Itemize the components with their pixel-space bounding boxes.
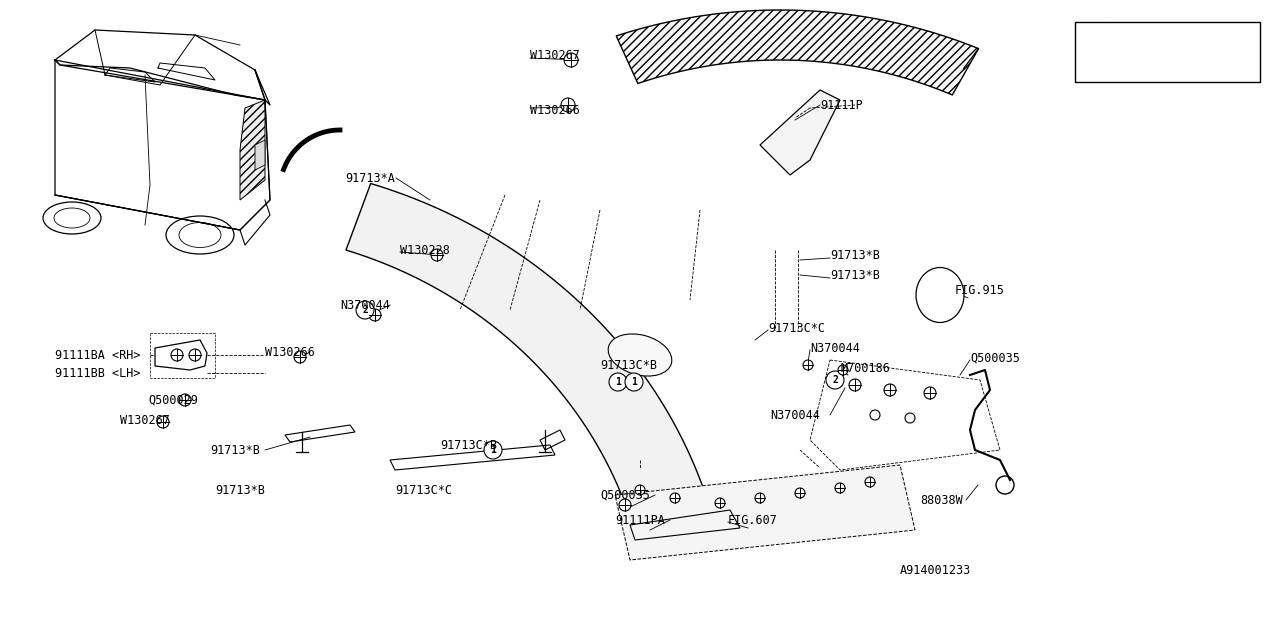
Polygon shape [346, 184, 718, 555]
Circle shape [561, 98, 575, 112]
Polygon shape [616, 10, 978, 95]
Text: 1: 1 [1087, 32, 1093, 42]
Circle shape [826, 371, 844, 389]
Circle shape [835, 483, 845, 493]
Text: 91713*A: 91713*A [346, 172, 394, 184]
Text: 91713*B: 91713*B [215, 483, 265, 497]
Text: W130266: W130266 [530, 104, 580, 116]
Polygon shape [760, 90, 840, 175]
Text: FIG.607: FIG.607 [728, 513, 778, 527]
Circle shape [803, 360, 813, 370]
Text: W130266: W130266 [265, 346, 315, 358]
Circle shape [849, 379, 861, 391]
Text: Q500029: Q500029 [148, 394, 198, 406]
Circle shape [716, 498, 724, 508]
Circle shape [635, 485, 645, 495]
Circle shape [564, 53, 579, 67]
Text: M700187: M700187 [1111, 61, 1161, 74]
Text: 91713C*B: 91713C*B [440, 438, 497, 451]
Text: 91713*B: 91713*B [829, 269, 879, 282]
Text: 91713C*B: 91713C*B [600, 358, 657, 371]
Text: 1: 1 [616, 377, 621, 387]
Circle shape [369, 309, 381, 321]
Bar [1075, 22, 1260, 82]
Circle shape [172, 349, 183, 361]
Polygon shape [241, 100, 265, 200]
Circle shape [294, 351, 306, 363]
Circle shape [884, 384, 896, 396]
Text: FIG.915: FIG.915 [955, 284, 1005, 296]
Circle shape [157, 416, 169, 428]
Polygon shape [614, 465, 915, 560]
Text: Q500035: Q500035 [600, 488, 650, 502]
Circle shape [179, 394, 191, 406]
Text: 1: 1 [490, 445, 495, 455]
Circle shape [924, 387, 936, 399]
Circle shape [905, 413, 915, 423]
Circle shape [755, 493, 765, 503]
Circle shape [838, 365, 849, 375]
Text: W130267: W130267 [120, 413, 170, 426]
Text: 91111P: 91111P [820, 99, 863, 111]
Circle shape [189, 349, 201, 361]
Text: A914001233: A914001233 [900, 563, 972, 577]
Text: 91111PA: 91111PA [614, 513, 664, 527]
Circle shape [620, 499, 631, 511]
Text: N370044: N370044 [340, 298, 390, 312]
Circle shape [795, 488, 805, 498]
Circle shape [1082, 28, 1100, 46]
Text: 88038W: 88038W [920, 493, 963, 506]
Text: 2: 2 [1087, 62, 1093, 72]
Text: 91111BA <RH>: 91111BA <RH> [55, 349, 141, 362]
Text: 2: 2 [362, 305, 367, 315]
Text: N370044: N370044 [771, 408, 820, 422]
Circle shape [870, 410, 881, 420]
Circle shape [1082, 58, 1100, 76]
Text: N370044: N370044 [810, 342, 860, 355]
Circle shape [865, 477, 876, 487]
Circle shape [356, 301, 374, 319]
Text: 91713*B: 91713*B [829, 248, 879, 262]
Text: 91111BB <LH>: 91111BB <LH> [55, 367, 141, 380]
Text: 1: 1 [631, 377, 637, 387]
Text: M700186: M700186 [840, 362, 890, 374]
Text: 91713C*C: 91713C*C [396, 483, 452, 497]
Ellipse shape [916, 268, 964, 323]
Text: 91713C*C: 91713C*C [768, 321, 826, 335]
Text: 2: 2 [832, 375, 838, 385]
Text: Q500035: Q500035 [970, 351, 1020, 365]
Circle shape [431, 249, 443, 261]
Text: 91713*B: 91713*B [210, 444, 260, 456]
Text: W130228: W130228 [401, 243, 449, 257]
Circle shape [609, 373, 627, 391]
Ellipse shape [608, 334, 672, 376]
Polygon shape [255, 140, 265, 170]
Circle shape [669, 493, 680, 503]
Circle shape [625, 373, 643, 391]
Circle shape [484, 441, 502, 459]
Text: W130267: W130267 [530, 49, 580, 61]
Text: 91713C*A: 91713C*A [1111, 31, 1169, 44]
